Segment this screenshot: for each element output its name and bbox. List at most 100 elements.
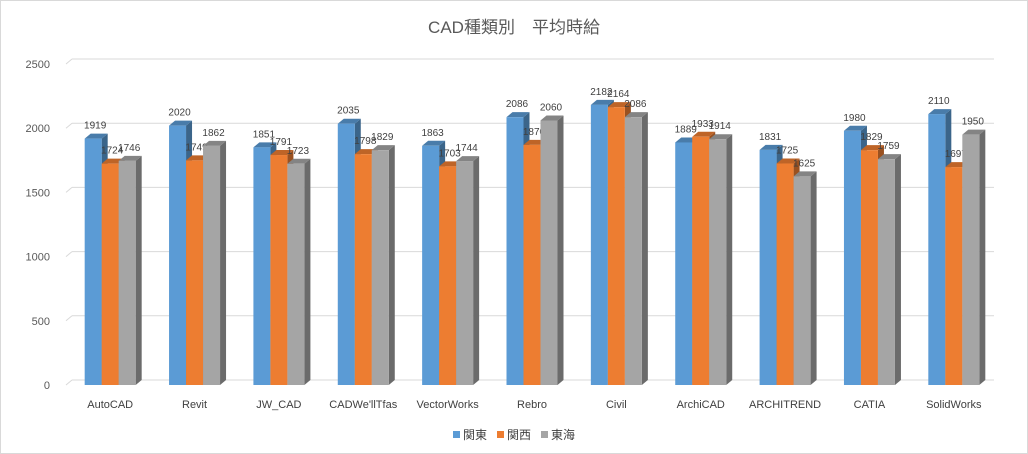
x-tick-label: Rebro — [517, 399, 547, 411]
bar — [287, 163, 305, 385]
bar-side — [979, 129, 986, 385]
bar — [624, 117, 642, 386]
data-label: 1798 — [354, 136, 377, 147]
bar — [186, 160, 204, 385]
chart-legend: 関東 関西 東海 — [0, 426, 1028, 443]
data-label: 1744 — [456, 143, 479, 154]
data-label: 2086 — [624, 99, 647, 110]
bar-top — [776, 158, 800, 164]
bar — [709, 139, 727, 385]
data-label: 1791 — [270, 137, 293, 148]
x-tick-label: CATIA — [854, 399, 886, 411]
x-tick-label: SolidWorks — [926, 399, 982, 411]
bar — [337, 123, 355, 386]
bar-top — [843, 125, 867, 131]
bar — [928, 114, 946, 386]
legend-swatch — [541, 431, 548, 438]
legend-label: 関西 — [506, 428, 531, 442]
data-label: 1831 — [759, 132, 782, 143]
x-tick-label: Civil — [606, 399, 627, 411]
legend-item: 関東 — [452, 426, 487, 443]
bar — [877, 159, 895, 385]
data-label: 1724 — [101, 146, 124, 157]
data-label: 1914 — [709, 121, 732, 132]
data-label: 1829 — [371, 132, 394, 143]
data-label: 2182 — [590, 87, 613, 98]
data-label: 1919 — [84, 121, 107, 132]
data-label: 1746 — [118, 143, 141, 154]
x-tick-label: VectorWorks — [417, 399, 480, 411]
bar-top — [422, 140, 446, 146]
bar — [945, 167, 963, 385]
bar-side — [304, 158, 311, 385]
bar — [793, 176, 811, 385]
y-tick-label: 2500 — [26, 59, 50, 71]
bar — [270, 155, 288, 385]
bar — [84, 138, 102, 385]
chart-title: CAD種類別 平均時給 — [428, 18, 600, 37]
bar-side — [894, 154, 901, 385]
data-label: 2060 — [540, 102, 563, 113]
legend-label: 東海 — [551, 428, 576, 442]
bar-top — [169, 120, 193, 126]
data-label: 2110 — [928, 96, 950, 107]
bar — [675, 142, 693, 385]
bar-top — [270, 150, 294, 156]
bar — [253, 147, 271, 385]
data-label: 1851 — [253, 129, 276, 140]
bar — [776, 163, 794, 385]
bar-top — [506, 112, 530, 118]
gridline-diagonal — [65, 251, 73, 257]
bar-top — [607, 102, 631, 108]
bar-side — [557, 115, 564, 385]
bar-top — [540, 115, 564, 121]
legend-swatch — [496, 431, 504, 438]
data-label: 2020 — [168, 108, 191, 119]
data-label: 2086 — [506, 99, 529, 110]
bar — [590, 104, 608, 385]
bar-side — [641, 112, 648, 386]
bar — [439, 166, 457, 385]
bar-top — [337, 118, 361, 124]
data-label: 1889 — [675, 124, 698, 135]
y-tick-label: 2000 — [26, 123, 50, 135]
legend-label: 関東 — [462, 428, 487, 442]
bar-top — [624, 112, 648, 118]
bar-top — [118, 155, 142, 161]
bar-top — [287, 158, 311, 164]
bar-top — [456, 156, 480, 162]
data-label: 1829 — [860, 132, 883, 143]
data-label: 1749 — [185, 142, 208, 153]
y-tick-label: 1500 — [26, 187, 50, 199]
data-label: 1703 — [439, 148, 462, 159]
data-label: 1933 — [692, 119, 715, 130]
gridline-diagonal — [65, 315, 73, 322]
bar — [456, 161, 474, 385]
bar-side — [135, 155, 142, 385]
legend-item: 関西 — [496, 426, 531, 443]
bar-top — [590, 99, 614, 105]
gridline-diagonal — [65, 122, 73, 129]
bar — [101, 163, 119, 385]
legend-item: 東海 — [541, 426, 575, 443]
bar-top — [84, 133, 108, 139]
data-label: 1723 — [287, 146, 310, 157]
bar — [506, 117, 524, 386]
data-label: 1980 — [843, 113, 866, 124]
bar — [843, 130, 861, 385]
bar — [962, 134, 980, 385]
bar-side — [388, 145, 395, 385]
legend-swatch — [452, 431, 460, 438]
bar — [523, 144, 541, 385]
data-label: 1625 — [793, 158, 816, 169]
gridline-diagonal — [65, 58, 73, 65]
bar-top — [371, 145, 395, 151]
bar-side — [473, 156, 480, 385]
bar-side — [726, 134, 733, 385]
data-label: 1862 — [202, 128, 225, 139]
x-tick-label: ArchiCAD — [677, 399, 725, 411]
data-label: 1863 — [422, 128, 445, 139]
bar-top — [253, 142, 277, 148]
y-tick-label: 500 — [32, 316, 50, 328]
